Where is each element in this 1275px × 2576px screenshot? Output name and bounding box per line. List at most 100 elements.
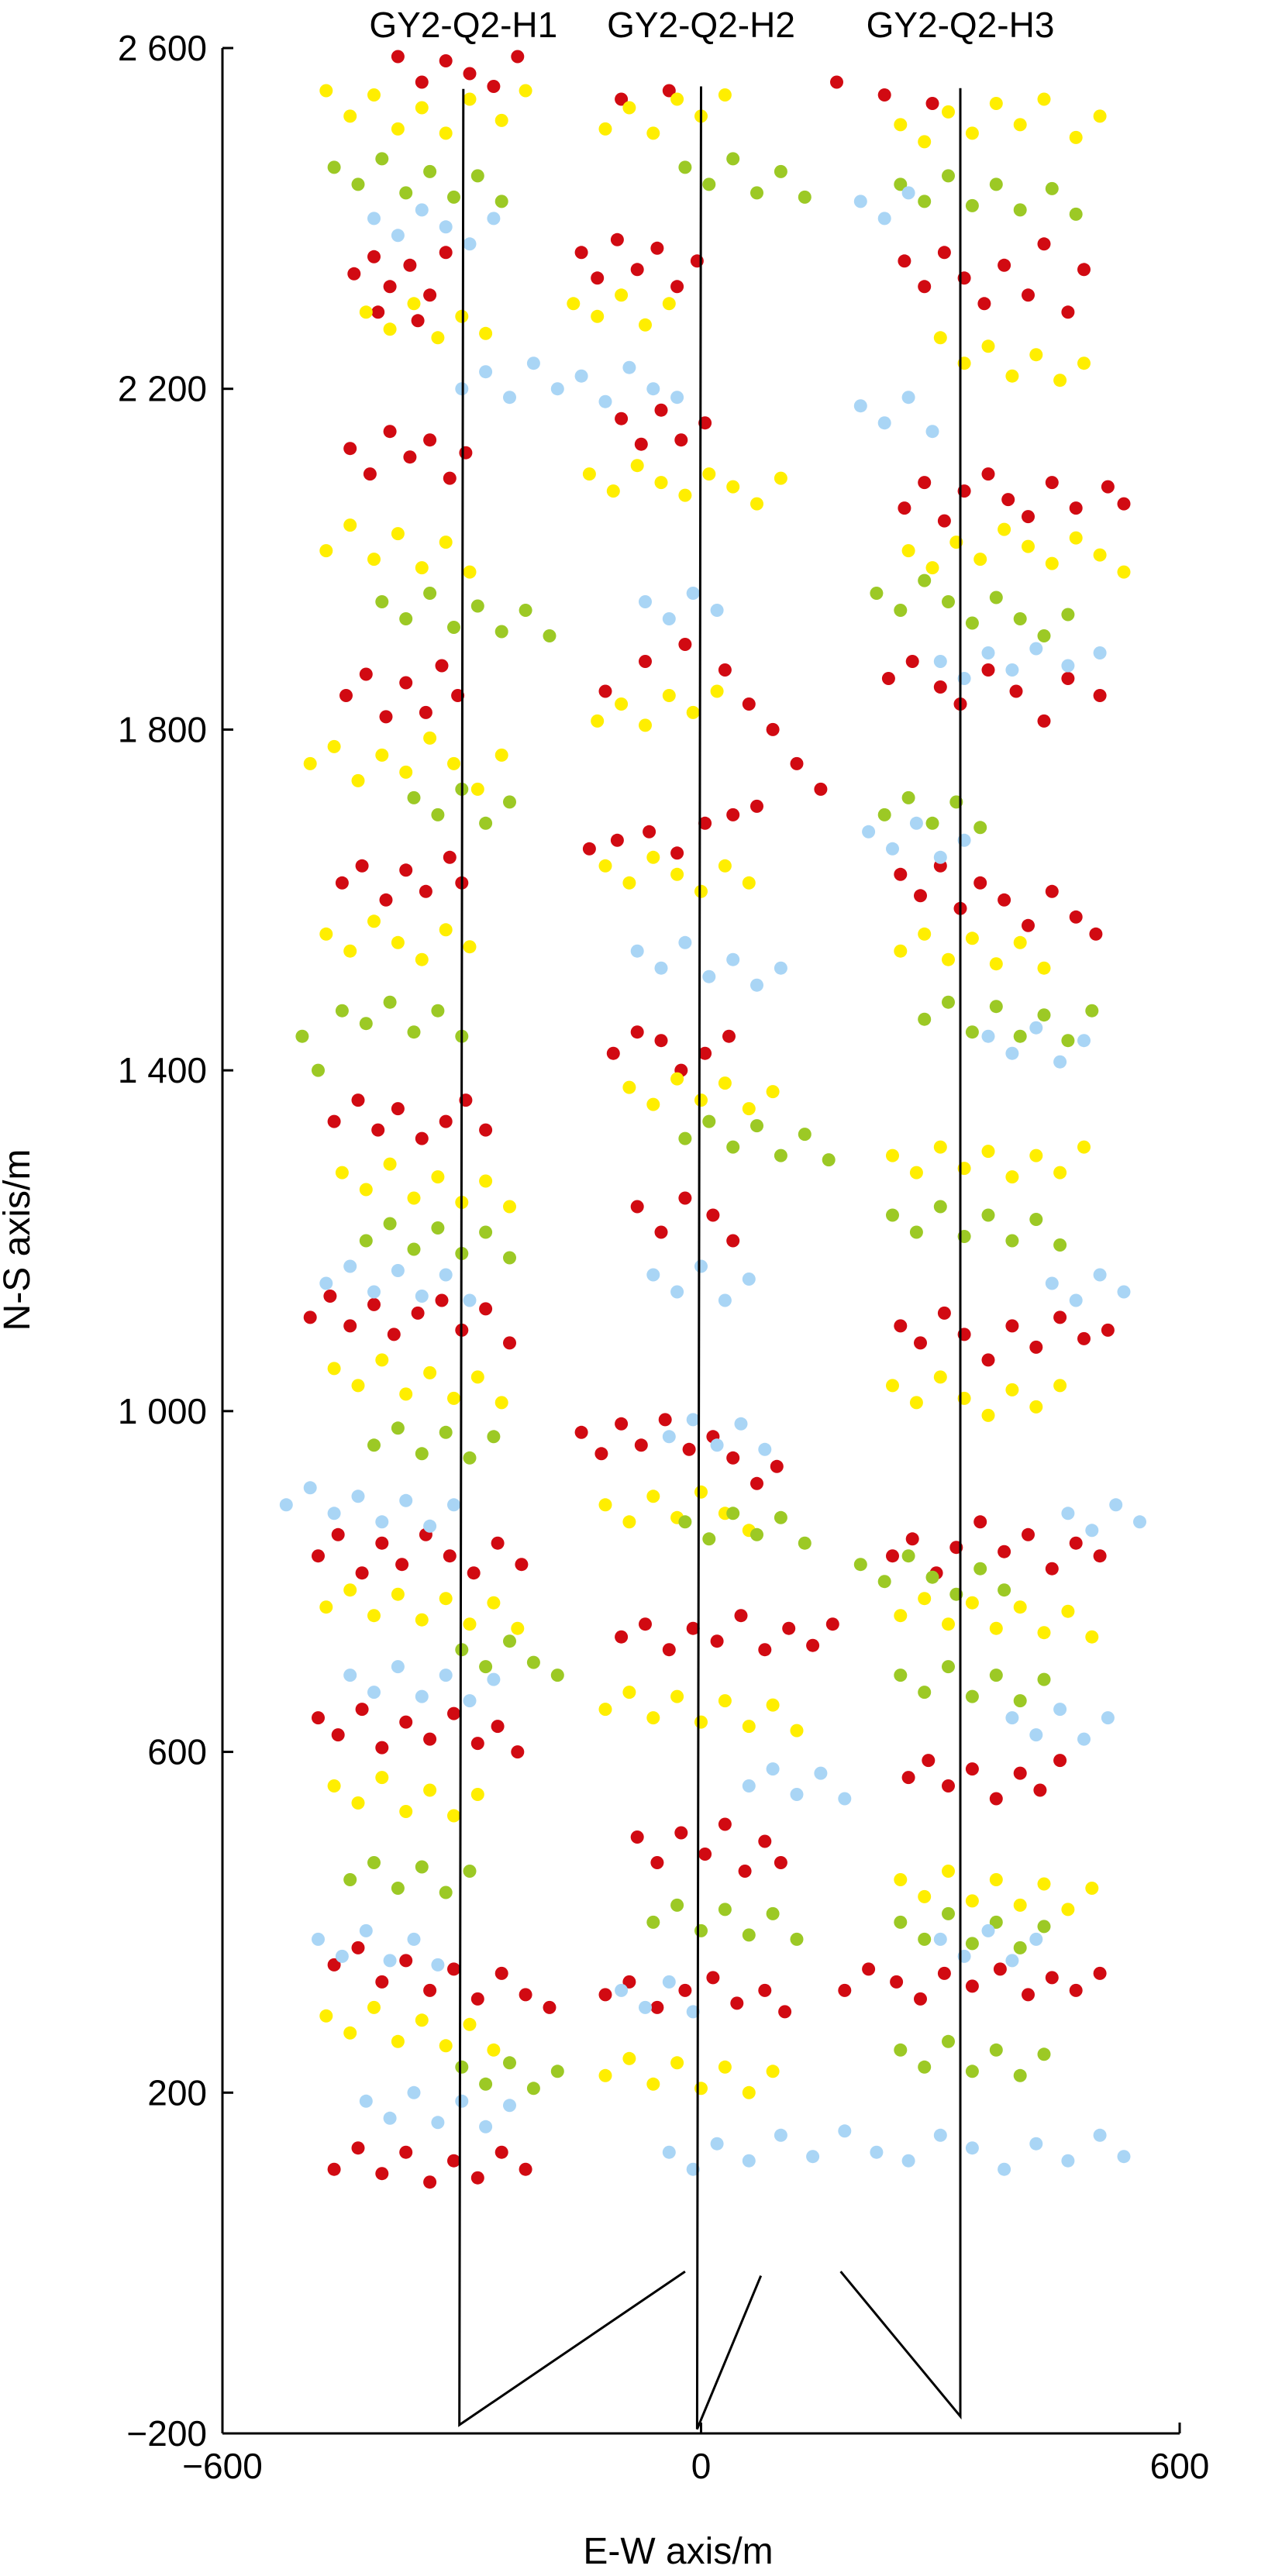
data-point-yellow bbox=[646, 850, 660, 864]
data-point-green bbox=[543, 629, 557, 642]
data-point-red bbox=[494, 2145, 508, 2159]
data-point-green bbox=[494, 625, 508, 639]
data-point-yellow bbox=[447, 1809, 460, 1823]
data-point-green bbox=[470, 599, 484, 613]
data-point-yellow bbox=[375, 1353, 389, 1367]
data-point-yellow bbox=[470, 1370, 484, 1384]
data-point-red bbox=[650, 2000, 664, 2014]
data-point-yellow bbox=[901, 544, 915, 558]
data-point-green bbox=[942, 595, 955, 608]
data-point-yellow bbox=[319, 84, 333, 98]
data-point-red bbox=[630, 1200, 644, 1214]
data-point-red bbox=[519, 1988, 532, 2002]
data-point-blue bbox=[750, 978, 763, 992]
data-point-red bbox=[1077, 1331, 1091, 1345]
data-point-green bbox=[391, 1421, 405, 1435]
data-point-red bbox=[670, 846, 684, 860]
data-point-yellow bbox=[918, 1889, 932, 1903]
data-point-red bbox=[670, 280, 684, 294]
data-point-red bbox=[881, 672, 895, 685]
data-point-green bbox=[407, 1025, 421, 1039]
data-point-yellow bbox=[678, 488, 692, 502]
data-point-green bbox=[989, 591, 1003, 604]
data-point-red bbox=[634, 437, 648, 451]
data-point-yellow bbox=[942, 952, 955, 966]
data-point-red bbox=[615, 1630, 629, 1644]
data-point-yellow bbox=[790, 1724, 804, 1737]
data-point-red bbox=[335, 876, 349, 890]
data-point-yellow bbox=[391, 2034, 405, 2048]
data-point-green bbox=[1061, 1034, 1075, 1048]
data-point-red bbox=[774, 1856, 787, 1869]
data-point-red bbox=[806, 1638, 820, 1652]
data-point-yellow bbox=[319, 544, 333, 558]
data-point-blue bbox=[678, 935, 692, 949]
data-point-yellow bbox=[886, 1149, 899, 1162]
data-point-green bbox=[503, 795, 516, 809]
data-point-yellow bbox=[646, 2077, 660, 2091]
data-point-blue bbox=[367, 1686, 381, 1700]
data-point-yellow bbox=[343, 1583, 357, 1597]
data-point-green bbox=[989, 177, 1003, 191]
data-point-red bbox=[403, 258, 417, 272]
data-point-green bbox=[989, 1915, 1003, 1929]
data-point-blue bbox=[686, 587, 700, 600]
data-point-red bbox=[419, 884, 432, 898]
data-point-red bbox=[511, 50, 525, 64]
data-point-yellow bbox=[670, 1689, 684, 1703]
data-point-green bbox=[455, 2060, 469, 2074]
data-point-yellow bbox=[511, 1621, 525, 1635]
data-point-green bbox=[646, 1915, 660, 1929]
data-point-yellow bbox=[989, 957, 1003, 971]
data-point-red bbox=[494, 1966, 508, 1980]
data-point-red bbox=[726, 808, 740, 821]
data-point-yellow bbox=[470, 782, 484, 796]
data-point-green bbox=[391, 1882, 405, 1895]
data-point-yellow bbox=[423, 1783, 437, 1797]
data-point-green bbox=[519, 604, 532, 617]
data-point-blue bbox=[742, 2154, 756, 2168]
data-point-green bbox=[942, 1660, 955, 1674]
data-point-yellow bbox=[487, 2043, 501, 2057]
data-point-yellow bbox=[423, 1365, 437, 1379]
data-point-blue bbox=[359, 2094, 373, 2108]
data-point-red bbox=[582, 842, 596, 856]
data-point-red bbox=[312, 1711, 325, 1725]
data-point-yellow bbox=[1013, 935, 1027, 949]
data-point-green bbox=[870, 587, 884, 600]
data-point-blue bbox=[327, 1507, 341, 1520]
data-point-red bbox=[415, 75, 429, 89]
series-green bbox=[295, 152, 1099, 2096]
data-point-red bbox=[630, 263, 644, 277]
data-point-blue bbox=[391, 229, 405, 243]
data-point-red bbox=[630, 1830, 644, 1844]
data-point-green bbox=[901, 1549, 915, 1563]
data-point-green bbox=[989, 1669, 1003, 1682]
data-point-red bbox=[965, 1979, 979, 1993]
data-point-red bbox=[423, 433, 437, 447]
data-point-yellow bbox=[1013, 118, 1027, 132]
data-point-green bbox=[909, 1225, 923, 1239]
data-point-green bbox=[981, 1208, 995, 1222]
data-point-red bbox=[622, 1975, 636, 1989]
data-point-yellow bbox=[774, 471, 787, 485]
data-point-blue bbox=[1117, 1285, 1131, 1299]
data-point-yellow bbox=[694, 884, 708, 898]
data-point-yellow bbox=[894, 1609, 908, 1623]
data-point-blue bbox=[487, 212, 501, 226]
data-point-blue bbox=[383, 1954, 397, 1968]
data-point-yellow bbox=[598, 859, 612, 873]
data-point-yellow bbox=[662, 689, 676, 702]
data-point-yellow bbox=[933, 1370, 947, 1384]
data-point-yellow bbox=[646, 1097, 660, 1111]
data-point-red bbox=[630, 1025, 644, 1039]
data-point-yellow bbox=[894, 1873, 908, 1886]
data-point-blue bbox=[407, 2085, 421, 2099]
data-point-red bbox=[411, 1306, 425, 1320]
data-point-green bbox=[750, 186, 763, 200]
data-point-blue bbox=[463, 1694, 477, 1708]
data-point-yellow bbox=[606, 484, 620, 498]
data-point-blue bbox=[774, 2128, 787, 2142]
data-point-red bbox=[1045, 1971, 1059, 1985]
data-point-yellow bbox=[981, 1145, 995, 1159]
